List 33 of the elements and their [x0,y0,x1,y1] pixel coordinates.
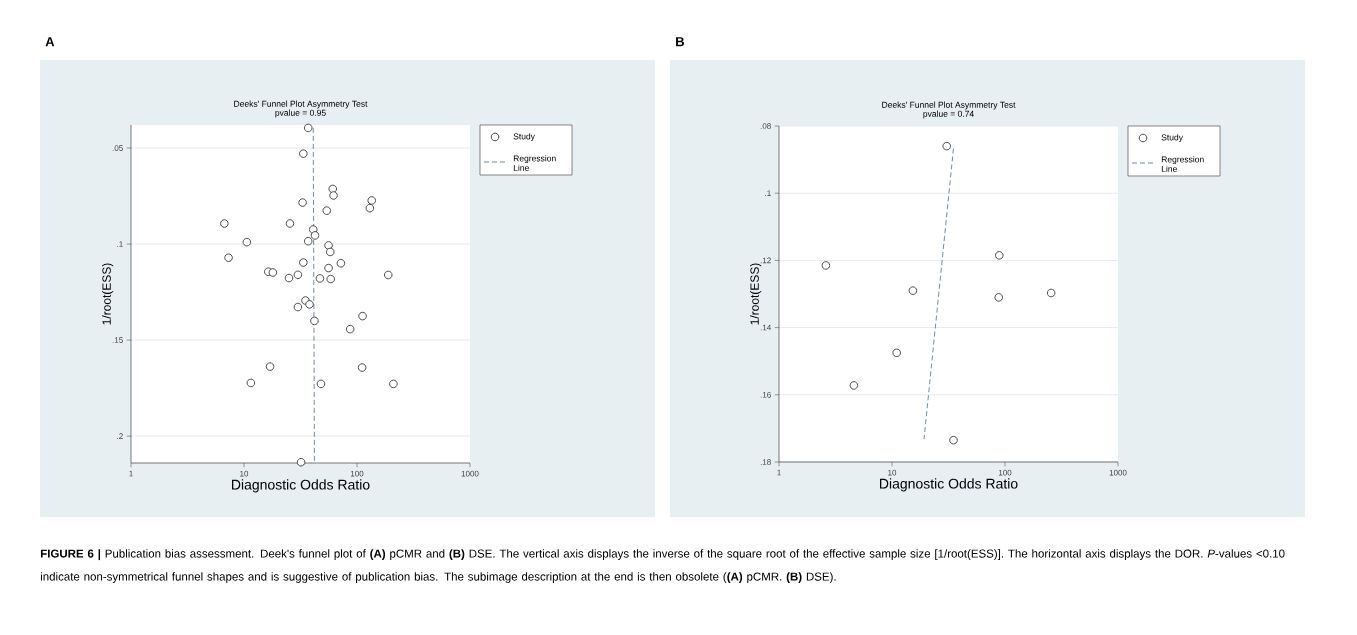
y-tick-label: .18 [760,459,771,465]
y-tick-label: .08 [760,123,771,129]
y-tick-label: .14 [760,324,771,331]
x-tick-label: 100 [350,470,364,477]
y-tick-label: .1 [765,190,771,196]
x-tick-label: 1 [777,469,781,476]
y-tick-label: .16 [760,391,771,398]
y-tick-label: .2 [117,433,123,439]
y-tick-label: .1 [117,241,123,247]
text: A [45,37,55,47]
x-tick-label: 1 [129,470,133,477]
y-tick-label: .05 [112,145,123,151]
chart-subtitle: pvalue = 0.74 [923,110,974,119]
x-tick-label: 10 [888,469,897,476]
x-tick-label: 1000 [1109,469,1127,476]
x-axis-title: Diagnostic Odds Ratio [880,478,1018,492]
legend-label: Study [1161,134,1183,143]
y-tick-label: .15 [112,337,123,343]
y-tick-label: .12 [760,257,771,264]
legend-label: Regression Line [513,155,556,171]
legend-label: Regression Line [1161,156,1204,172]
text: B [676,37,685,47]
chart-subtitle: pvalue = 0.95 [275,109,326,118]
x-tick-label: 1000 [461,470,479,477]
chart-title: Deeks' Funnel Plot Asymmetry Test [882,101,1016,110]
y-axis-title: 1/root(ESS) [750,263,762,325]
x-tick-label: 100 [998,469,1012,476]
text: FIGURE 6 | Publication bias assessment. Deek's funnel plot of (A) pCMR and (B) DSE. The vertical axis displays the inverse of the square root of the effective sample size [1/root(ESS)]. The horizontal axis displays the DOR. P-values <0.10 indicate non-symmetrical funnel shapes and is suggestive of publication bias. The subimage description at the end is then obsolete ((A) pCMR. (B) DSE). [40,549,1285,583]
y-axis-title: 1/root(ESS) [102,263,114,325]
x-tick-label: 10 [240,470,249,477]
x-axis-title: Diagnostic Odds Ratio [232,479,370,493]
chart-title: Deeks' Funnel Plot Asymmetry Test [234,100,368,109]
legend-label: Study [513,133,535,142]
